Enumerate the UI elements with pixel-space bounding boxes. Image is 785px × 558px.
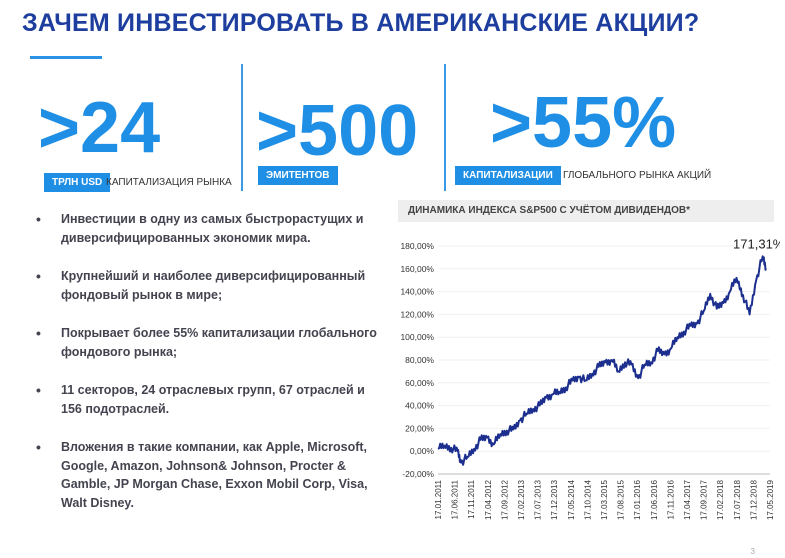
page-title: ЗАЧЕМ ИНВЕСТИРОВАТЬ В АМЕРИКАНСКИЕ АКЦИИ…: [22, 9, 700, 37]
x-tick-label: 17.04.2017: [683, 479, 692, 520]
divider-1: [241, 64, 243, 191]
peak-annotation: 171,31%: [733, 236, 780, 251]
stat-global-share-caption: ГЛОБАЛЬНОГО РЫНКА АКЦИЙ: [563, 170, 712, 181]
sp500-chart: -20,00% 0,00% 20,00% 40,00% 60,00% 80,00% 100,…: [400, 236, 780, 520]
stat-issuers-value: >500: [256, 91, 419, 171]
x-tick-label: 17.08.2015: [617, 479, 626, 520]
x-tick-label: 17.01.2016: [633, 479, 642, 520]
chart-title-bar: ДИНАМИКА ИНДЕКСА S&P500 С УЧЁТОМ ДИВИДЕН…: [398, 200, 774, 222]
y-tick-label: 120,00%: [400, 309, 434, 319]
y-tick-label: 80,00%: [405, 355, 434, 365]
stat-market-cap-badge: ТРЛН USD: [44, 173, 111, 192]
x-tick-label: 17.02.2013: [517, 479, 526, 520]
x-tick-label: 17.11.2016: [666, 479, 675, 519]
chart-title: ДИНАМИКА ИНДЕКСА S&P500 С УЧЁТОМ ДИВИДЕН…: [408, 205, 690, 216]
y-tick-label: -20,00%: [402, 469, 434, 479]
bullet-list: Инвестиции в одну из самых быстрорастущи…: [36, 210, 381, 532]
stat-global-share-badge: КАПИТАЛИЗАЦИИ: [455, 166, 561, 185]
x-tick-label: 17.12.2018: [749, 479, 758, 520]
page-number: 3: [750, 547, 755, 556]
stat-market-cap-caption: КАПИТАЛИЗАЦИЯ РЫНКА: [106, 177, 232, 188]
title-underline: [30, 56, 102, 59]
x-tick-label: 17.07.2013: [534, 479, 543, 520]
bullet-item: 11 секторов, 24 отраслевых групп, 67 отр…: [36, 381, 381, 418]
stat-global-share-value: >55%: [490, 83, 677, 163]
x-tick-label: 17.06.2011: [451, 479, 460, 519]
x-tick-label: 17.01.2011: [434, 479, 443, 519]
x-tick-label: 17.11.2011: [467, 479, 476, 518]
stat-issuers-badge: ЭМИТЕНТОВ: [258, 166, 338, 185]
bullet-item: Крупнейший и наиболее диверсифицированны…: [36, 267, 381, 304]
y-tick-label: 160,00%: [400, 264, 434, 274]
y-tick-label: 100,00%: [400, 332, 434, 342]
x-tick-label: 17.03.2015: [600, 479, 609, 520]
y-tick-label: 40,00%: [405, 401, 434, 411]
x-tick-label: 17.09.2012: [500, 479, 509, 520]
x-tick-label: 17.06.2016: [650, 479, 659, 520]
y-tick-label: 0,00%: [410, 446, 435, 456]
x-tick-label: 17.07.2018: [733, 479, 742, 520]
bullet-item: Вложения в такие компании, как Apple, Mi…: [36, 438, 381, 512]
y-tick-label: 60,00%: [405, 378, 434, 388]
y-tick-label: 180,00%: [400, 241, 434, 251]
x-tick-label: 17.09.2017: [700, 479, 709, 520]
x-tick-label: 17.05.2014: [567, 479, 576, 520]
divider-2: [444, 64, 446, 191]
x-tick-label: 17.10.2014: [583, 479, 592, 520]
bullet-item: Инвестиции в одну из самых быстрорастущи…: [36, 210, 381, 247]
x-tick-label: 17.02.2018: [716, 479, 725, 520]
x-tick-label: 17.12.2013: [550, 479, 559, 520]
series-line: [437, 255, 767, 466]
y-tick-label: 20,00%: [405, 423, 434, 433]
stat-market-cap-value: >24: [38, 88, 161, 168]
x-tick-label: 17.05.2019: [766, 479, 775, 520]
bullet-item: Покрывает более 55% капитализации глобал…: [36, 324, 381, 361]
y-tick-label: 140,00%: [400, 287, 434, 297]
x-tick-label: 17.04.2012: [484, 479, 493, 520]
